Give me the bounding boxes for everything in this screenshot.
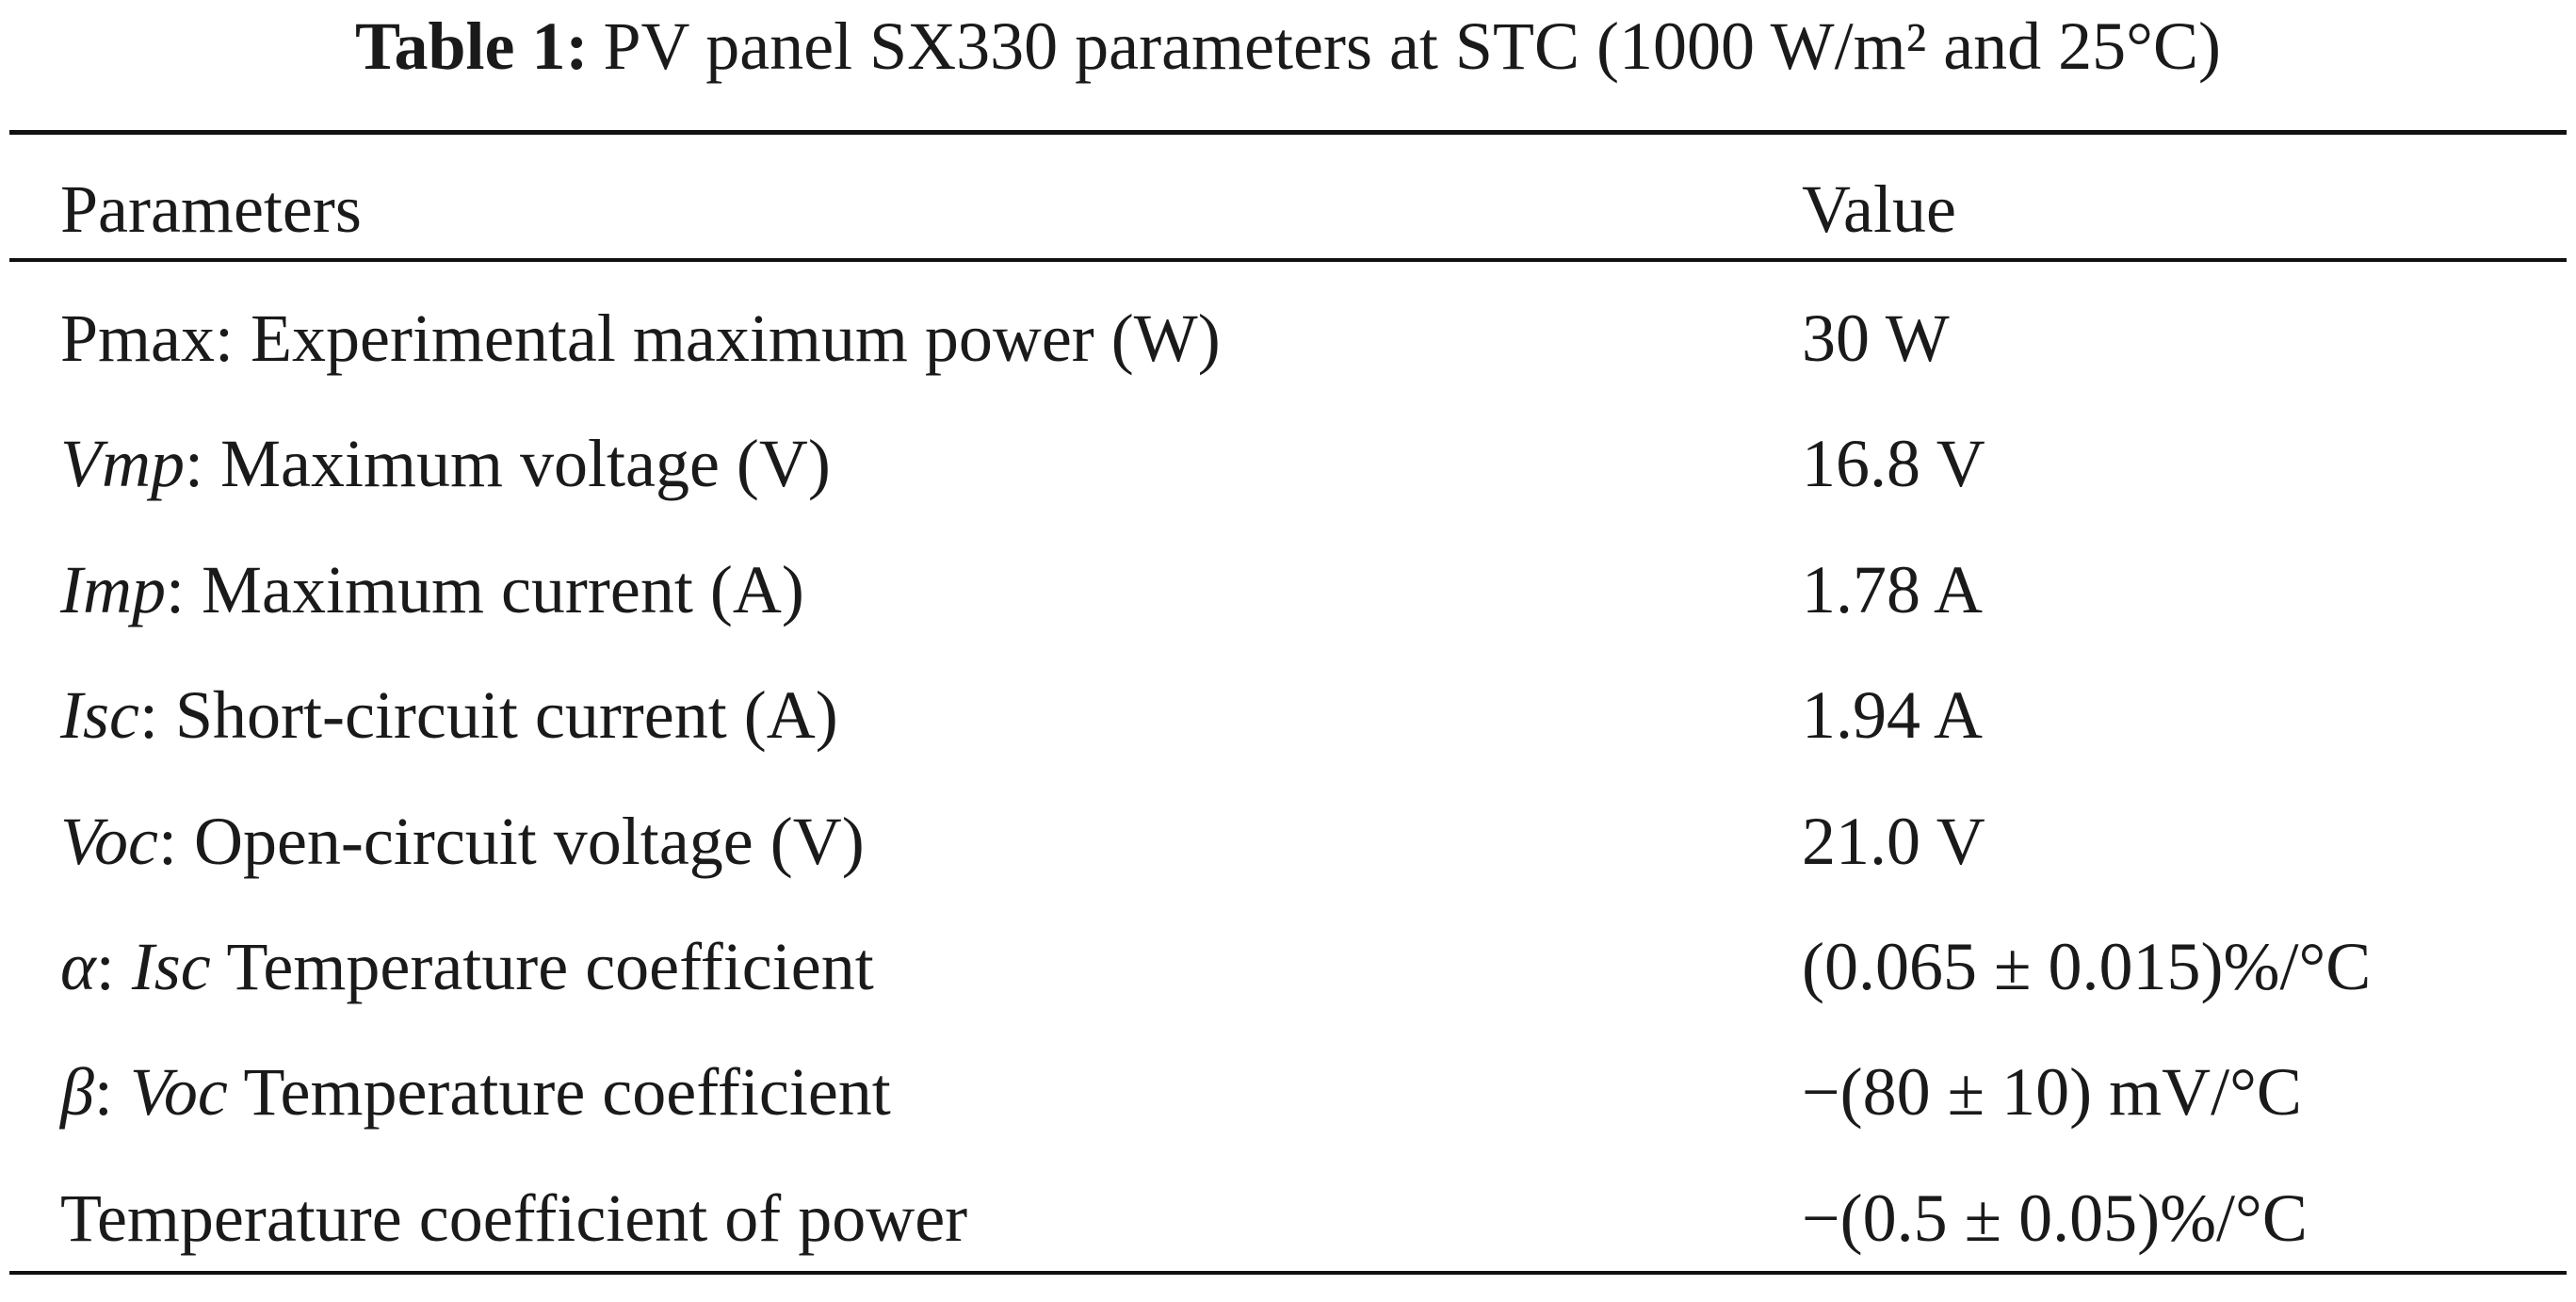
row-value: 30 W [1802,301,1950,376]
caption-text: PV panel SX330 parameters at STC (1000 W… [603,8,2221,84]
row-value: −(0.5 ± 0.05)%/°C [1802,1180,2308,1256]
table-row: α: Isc Temperature coefficient (0.065 ± … [0,924,2576,1050]
row-parameter: Voc: Open-circuit voltage (V) [60,799,865,884]
table-header-row: Parameters Value [0,167,2576,293]
row-param-text: : Maximum current (A) [165,552,804,627]
top-rule [9,130,2567,135]
bottom-rule [9,1271,2567,1275]
table-caption: Table 1: PV panel SX330 parameters at STC… [0,6,2576,87]
table-row: Pmax: Experimental maximum power (W) 30 … [0,296,2576,422]
row-value: −(80 ± 10) mV/°C [1802,1054,2302,1130]
row-parameter: β: Voc Temperature coefficient [60,1050,891,1134]
table-row: Temperature coefficient of power −(0.5 ±… [0,1176,2576,1302]
row-param-text: : Open-circuit voltage (V) [157,804,865,879]
row-param-symbol: Voc [129,1054,228,1130]
header-rule [9,258,2567,262]
table-row: Vmp: Maximum voltage (V) 16.8 V [0,421,2576,547]
row-symbol: α [60,929,96,1004]
caption-label: Table 1: [355,8,589,84]
row-param-text: Temperature coefficient [210,929,874,1004]
row-symbol: β [60,1054,94,1130]
header-parameters: Parameters [60,171,362,247]
row-symbol: Voc [60,804,158,879]
row-symbol: Isc [60,677,139,753]
table-row: Imp: Maximum current (A) 1.78 A [0,547,2576,674]
row-param-text: Temperature coefficient [227,1054,891,1130]
row-parameter: Temperature coefficient of power [60,1176,967,1261]
row-value: 1.94 A [1802,677,1984,753]
row-parameter: Imp: Maximum current (A) [60,547,804,632]
row-param-symbol: Isc [131,929,211,1004]
row-param-text: : Short-circuit current (A) [138,677,838,753]
table-row: β: Voc Temperature coefficient −(80 ± 10… [0,1050,2576,1176]
row-value: 16.8 V [1802,426,1985,501]
row-param-text: Pmax: Experimental maximum power (W) [60,301,1221,376]
row-parameter: Isc: Short-circuit current (A) [60,673,838,757]
row-param-text: Temperature coefficient of power [60,1180,968,1256]
row-symbol: Imp [60,552,166,627]
row-parameter: Pmax: Experimental maximum power (W) [60,296,1221,381]
header-value: Value [1802,171,1956,247]
row-param-text: : Maximum voltage (V) [184,426,831,501]
row-parameter: α: Isc Temperature coefficient [60,924,874,1009]
row-param-pre: : [93,1054,130,1130]
table-row: Isc: Short-circuit current (A) 1.94 A [0,673,2576,799]
row-value: 21.0 V [1802,804,1985,879]
row-parameter: Vmp: Maximum voltage (V) [60,421,831,506]
row-param-pre: : [95,929,132,1004]
table-row: Voc: Open-circuit voltage (V) 21.0 V [0,799,2576,925]
row-symbol: Vmp [60,426,185,501]
row-value: (0.065 ± 0.015)%/°C [1802,929,2372,1004]
row-value: 1.78 A [1802,552,1984,627]
